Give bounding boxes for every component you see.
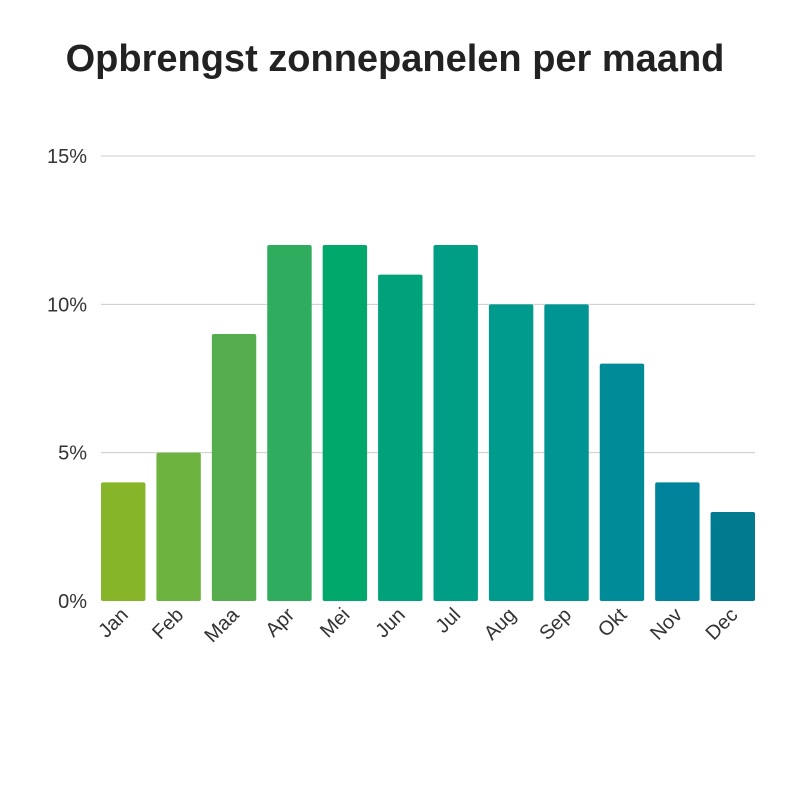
x-tick-label: Nov [646, 604, 687, 645]
x-tick-label: Sep [535, 604, 576, 645]
chart-title: Opbrengst zonnepanelen per maand [65, 38, 725, 80]
bar-mei [322, 245, 368, 601]
y-axis-tick-labels: 0% 5% 10% 15% [47, 146, 87, 613]
bar-jan [101, 482, 146, 601]
x-tick-label: Mei [316, 604, 354, 642]
bar-feb [156, 452, 201, 601]
y-tick-label: 0% [58, 591, 87, 613]
y-tick-label: 10% [47, 294, 87, 316]
bars [101, 245, 755, 601]
x-tick-label: Feb [148, 604, 188, 644]
x-tick-label: Jan [94, 604, 132, 642]
x-tick-label: Okt [594, 604, 632, 642]
y-tick-label: 15% [47, 146, 87, 168]
bar-nov [655, 482, 700, 601]
bar-sep [544, 304, 589, 601]
bar-jul [433, 245, 478, 601]
x-tick-label: Maa [201, 603, 245, 647]
x-axis-tick-labels: Jan Feb Maa Apr Mei Jun Jul Aug Sep Okt Nov Dec [94, 603, 742, 647]
bar-okt [599, 363, 645, 601]
x-tick-label: Apr [261, 604, 299, 642]
bar-apr [267, 245, 312, 601]
x-tick-label: Jun [371, 604, 409, 642]
bar-maa [211, 334, 257, 601]
bar-aug [488, 304, 534, 601]
x-tick-label: Dec [702, 604, 743, 645]
x-tick-label: Aug [480, 604, 521, 645]
gridlines [101, 155, 755, 454]
bar-jun [378, 274, 423, 601]
x-tick-label: Jul [432, 604, 466, 638]
y-tick-label: 5% [58, 443, 87, 465]
bar-dec [710, 512, 755, 601]
